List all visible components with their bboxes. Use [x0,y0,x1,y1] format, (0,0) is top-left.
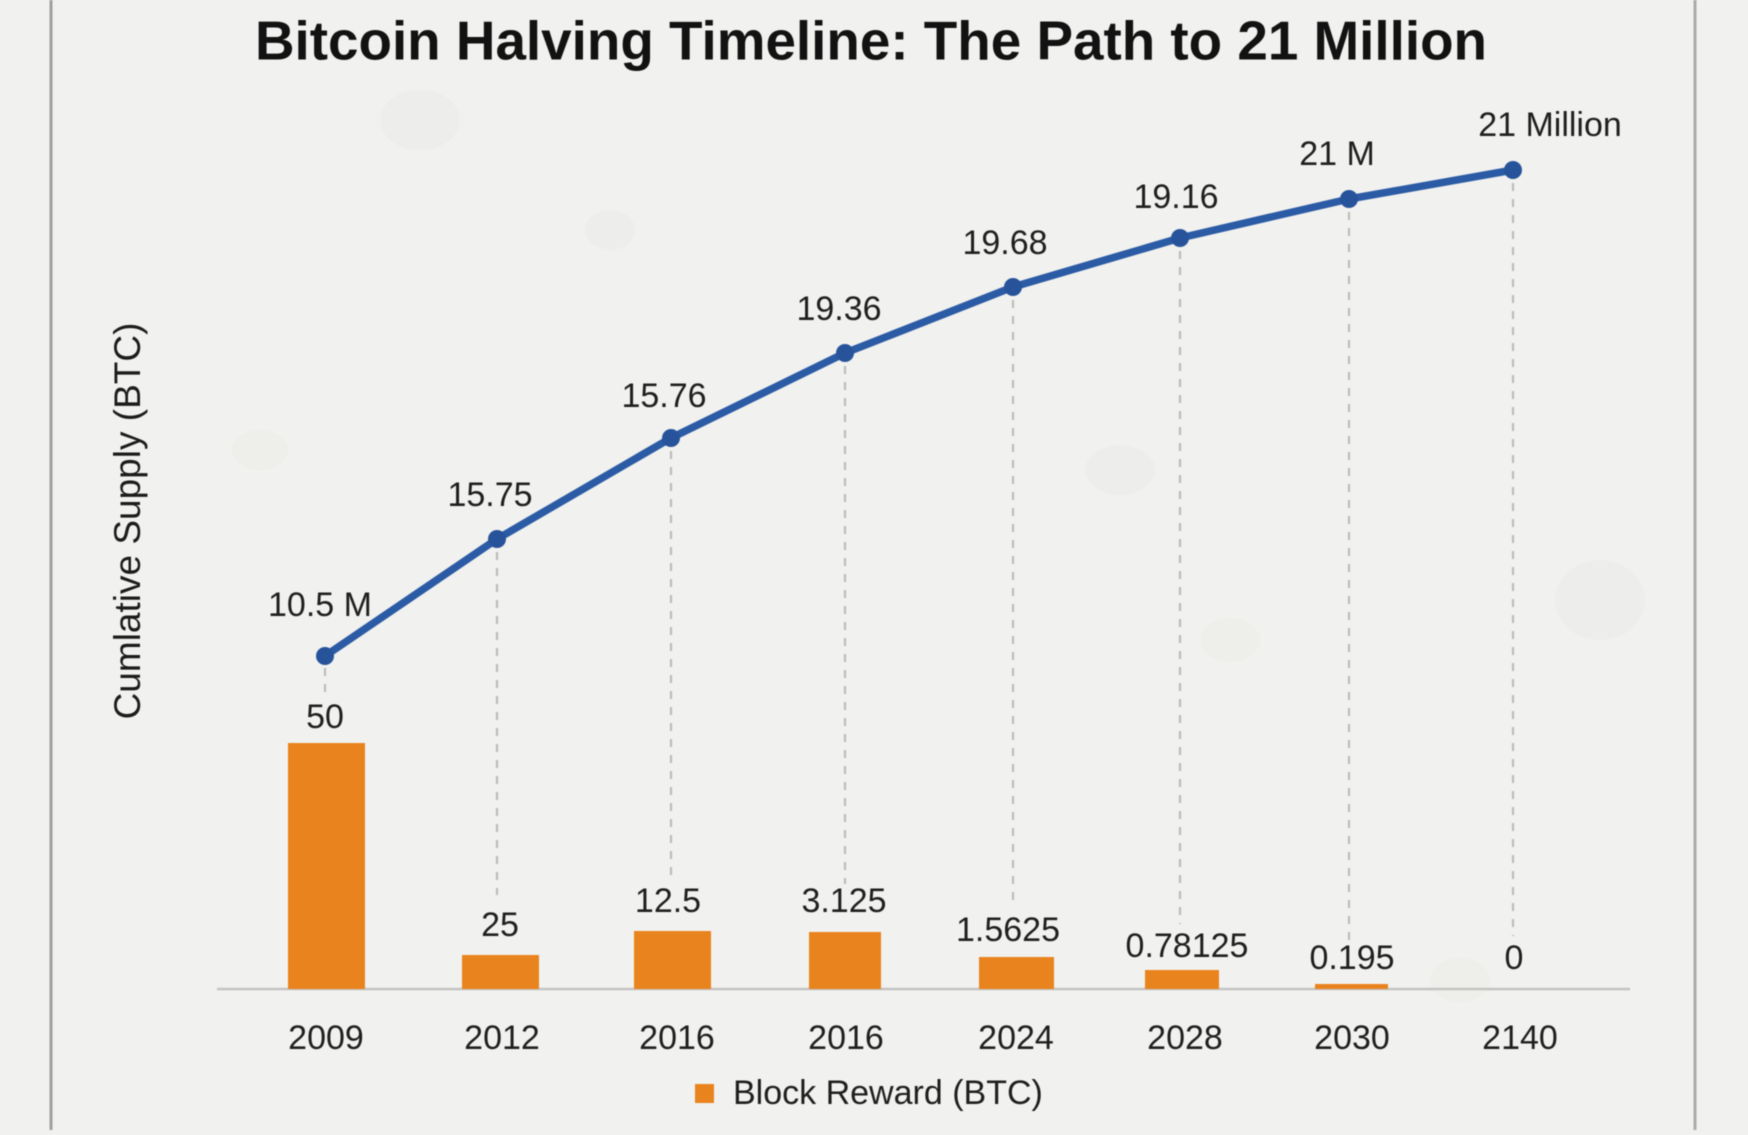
svg-text:2028: 2028 [1147,1019,1223,1057]
svg-text:21 Million: 21 Million [1478,106,1622,144]
svg-text:19.68: 19.68 [962,224,1047,262]
svg-text:0.195: 0.195 [1309,939,1394,977]
svg-text:50: 50 [306,698,344,736]
svg-text:0: 0 [1505,939,1524,977]
svg-text:2030: 2030 [1314,1019,1390,1057]
svg-text:15.75: 15.75 [447,476,532,514]
svg-text:Bitcoin Halving Timeline: The: Bitcoin Halving Timeline: The Path to 21… [255,10,1487,72]
svg-text:21 M: 21 M [1299,135,1375,173]
svg-text:19.16: 19.16 [1133,178,1218,216]
svg-text:Cumlative Supply (BTC): Cumlative Supply (BTC) [107,323,148,720]
svg-text:2009: 2009 [288,1019,364,1057]
svg-text:15.76: 15.76 [621,377,706,415]
svg-text:2140: 2140 [1482,1019,1558,1057]
svg-text:1.5625: 1.5625 [956,911,1060,949]
svg-text:3.125: 3.125 [801,882,886,920]
svg-text:25: 25 [481,906,519,944]
svg-text:2016: 2016 [808,1019,884,1057]
svg-text:2024: 2024 [978,1019,1054,1057]
svg-text:19.36: 19.36 [796,290,881,328]
svg-text:2016: 2016 [639,1019,715,1057]
svg-text:0.78125: 0.78125 [1126,927,1249,965]
svg-text:2012: 2012 [464,1019,540,1057]
svg-text:Block Reward (BTC): Block Reward (BTC) [733,1074,1043,1112]
svg-text:12.5: 12.5 [635,882,701,920]
svg-text:10.5 M: 10.5 M [268,586,372,624]
